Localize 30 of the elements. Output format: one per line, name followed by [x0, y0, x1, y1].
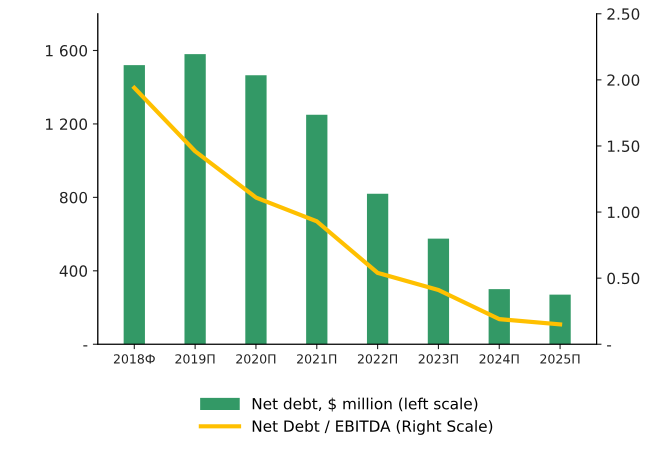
x-tick-label: 2024П	[480, 354, 519, 364]
x-tick-label: 2018Ф	[114, 354, 155, 364]
line-series	[132, 86, 562, 327]
x-tick-label: 2020П	[236, 354, 276, 364]
x-tick-label: 2021П	[297, 354, 336, 364]
y2-tick-label: 2.50	[607, 8, 640, 20]
bar	[366, 194, 388, 344]
y-tick-label: 1 600	[46, 44, 88, 57]
legend-label: Net debt, $ million (left scale)	[252, 398, 478, 412]
y2-tick-label: 1.50	[608, 140, 640, 152]
y2-tick-label: 0.50	[607, 272, 640, 284]
bar	[245, 75, 267, 344]
y-tick-label: 400	[60, 265, 88, 277]
bar	[428, 238, 450, 344]
x-tick-label: 2025П	[540, 354, 580, 364]
bar	[184, 54, 206, 344]
bar	[124, 65, 145, 344]
bar	[306, 114, 328, 344]
y-tick-label: 1 200	[46, 118, 88, 130]
y2-tick-label: 1.00	[608, 206, 640, 218]
x-tick-label: 2019П	[175, 354, 214, 364]
y-tick-label: 800	[60, 192, 88, 204]
x-tick-label: 2022П	[358, 354, 397, 364]
x-tick-label: 2023П	[418, 354, 458, 364]
y2-tick-label: 2.00	[607, 74, 640, 86]
y-tick-label: -	[83, 345, 88, 346]
bar	[549, 294, 571, 344]
legend-label: Net Debt / EBITDA (Right Scale)	[252, 420, 492, 435]
y2-tick-label: -	[607, 345, 612, 346]
bar	[488, 289, 510, 344]
